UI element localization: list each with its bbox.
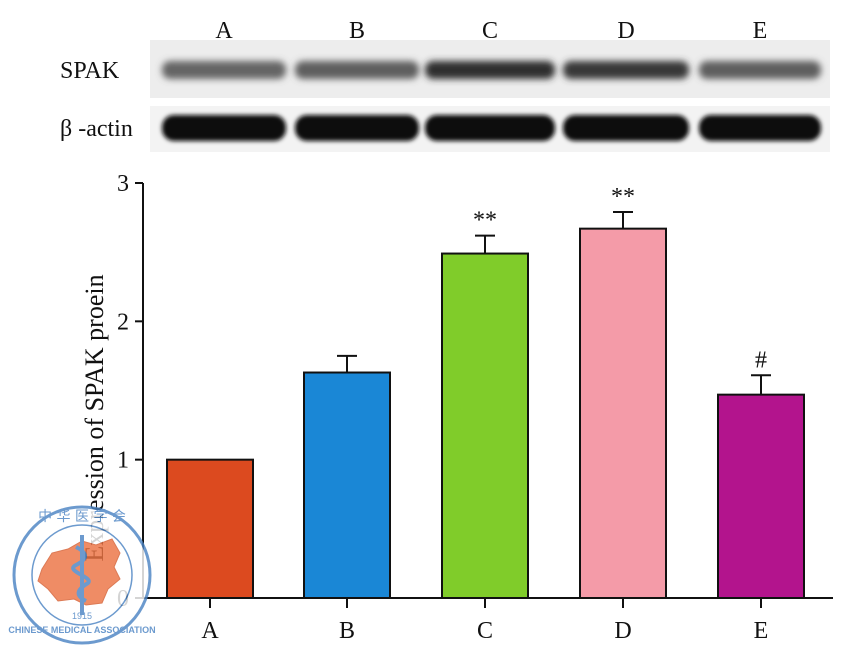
lane-label: C <box>482 18 498 44</box>
staff-of-asclepius-icon <box>71 535 91 615</box>
chinese-medical-association-seal: 中 华 医 学 会 CHINESE MEDICAL ASSOCIATION 19… <box>8 505 156 645</box>
bar <box>579 227 667 599</box>
lane-label: A <box>215 18 233 44</box>
y-tick-label: 2 <box>117 309 129 335</box>
lane-label: E <box>753 18 768 44</box>
blot-rows: SPAK β -actin <box>60 40 830 152</box>
y-tick-label: 1 <box>117 448 129 474</box>
blot-band <box>162 115 286 141</box>
bars <box>166 227 805 600</box>
bar <box>441 252 529 600</box>
x-tick-label: C <box>477 618 493 644</box>
seal-year: 1915 <box>72 611 92 621</box>
x-tick-label: A <box>201 618 219 644</box>
blot-band <box>295 61 419 79</box>
western-blot: A B C D E SPAK β -actin <box>60 18 830 152</box>
blot-band <box>699 61 821 79</box>
seal-bottom-text: CHINESE MEDICAL ASSOCIATION <box>8 625 155 635</box>
x-tick-label: E <box>754 618 769 644</box>
blot-band <box>425 115 555 141</box>
x-axis-ticks: A B C D E <box>201 598 768 644</box>
significance-mark: ** <box>611 184 635 210</box>
bar <box>166 458 254 599</box>
significance-marks: ** ** # <box>473 184 767 373</box>
blot-band <box>425 61 555 79</box>
y-tick-label: 3 <box>117 171 129 197</box>
error-bars <box>337 211 771 395</box>
lane-label: B <box>349 18 365 44</box>
blot-band <box>699 115 821 141</box>
significance-mark: ** <box>473 208 497 234</box>
lane-labels: A B C D E <box>215 18 767 44</box>
blot-band <box>563 115 689 141</box>
bar <box>303 371 391 599</box>
blot-row: β -actin <box>60 106 830 152</box>
x-tick-label: B <box>339 618 355 644</box>
blot-band <box>162 61 286 79</box>
blot-row: SPAK <box>60 40 830 98</box>
lane-label: D <box>617 18 634 44</box>
bar <box>717 393 805 599</box>
blot-band <box>295 115 419 141</box>
seal-top-text: 中 华 医 学 会 <box>38 509 126 525</box>
blot-row-label: SPAK <box>60 58 120 84</box>
significance-mark: # <box>755 347 767 373</box>
blot-band <box>563 61 689 79</box>
x-tick-label: D <box>614 618 631 644</box>
axes <box>142 183 833 599</box>
blot-row-label: β -actin <box>60 116 133 142</box>
